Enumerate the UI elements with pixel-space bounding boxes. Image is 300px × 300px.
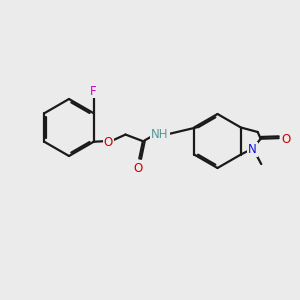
Text: N: N	[248, 143, 257, 156]
Text: NH: NH	[151, 128, 169, 141]
Text: O: O	[281, 133, 290, 146]
Text: F: F	[90, 85, 97, 98]
Text: O: O	[134, 162, 143, 175]
Text: O: O	[103, 136, 113, 149]
